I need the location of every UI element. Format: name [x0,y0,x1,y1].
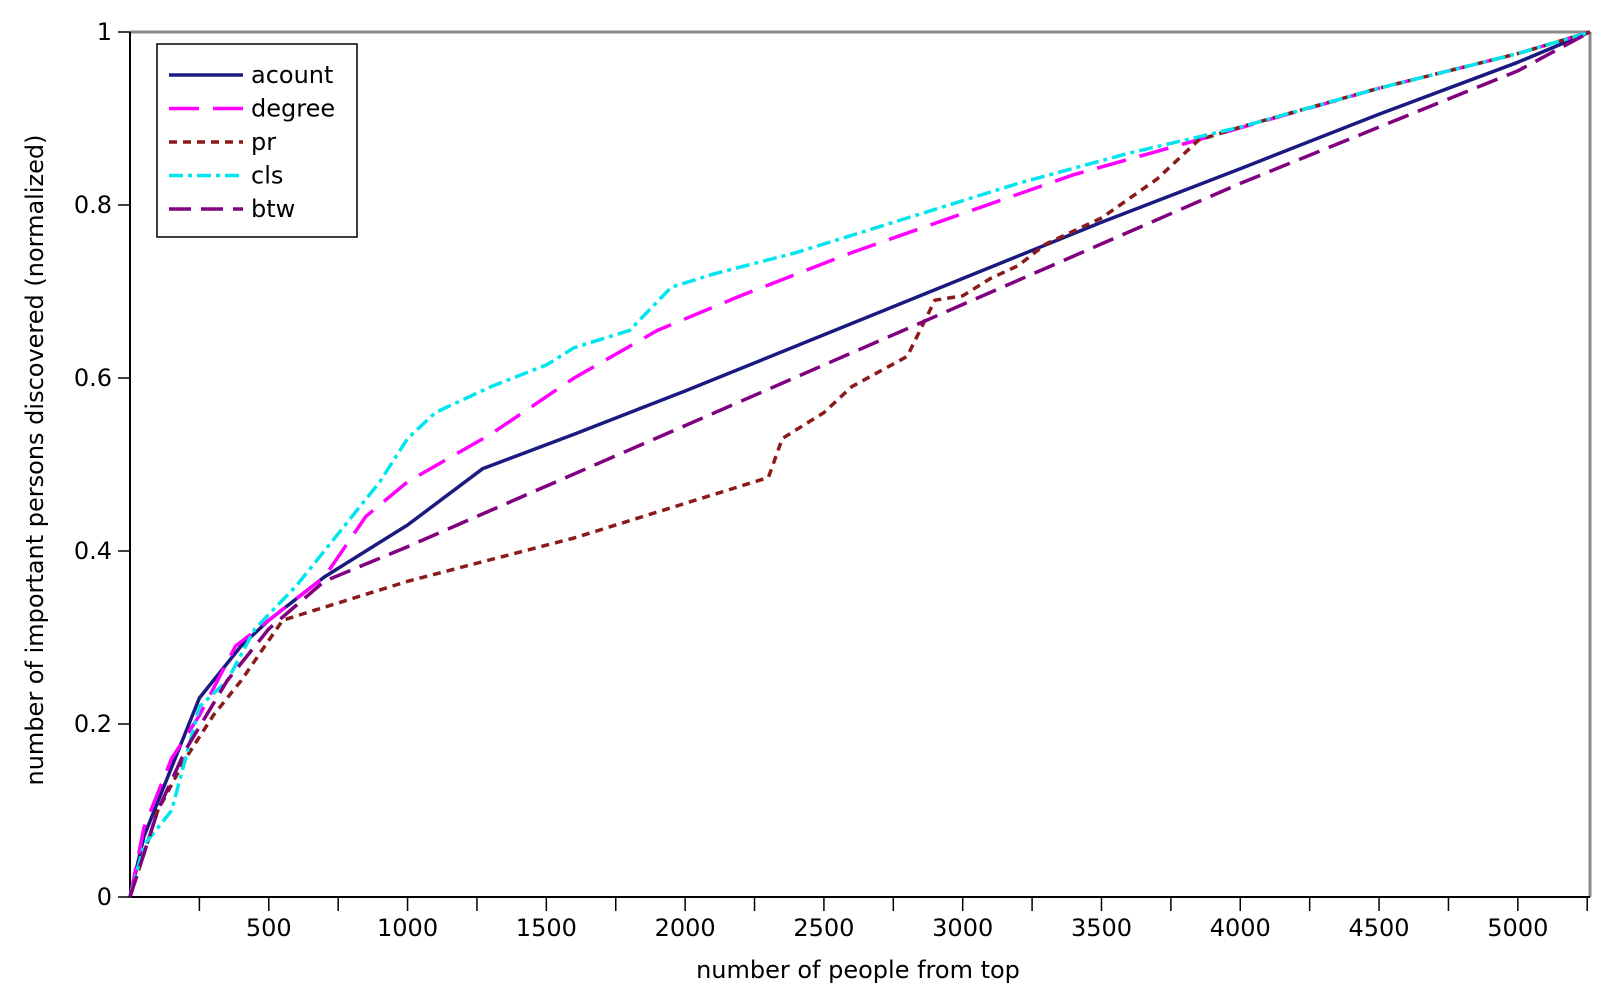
legend-label-cls: cls [251,162,283,190]
plot-area [129,30,1592,898]
y-axis-label: number of important persons discovered (… [21,135,49,786]
x-tick-label: 2500 [793,914,854,942]
series-layer [128,30,1591,898]
y-tick-label: 0.8 [74,191,112,219]
series-line-acount [128,30,1591,898]
series-line-btw [128,30,1591,898]
x-tick-label: 4000 [1210,914,1271,942]
x-axis: 500 1000 1500 2000 2500 3000 3500 4000 4500 5000 [198,897,1588,942]
x-tick-label: 5000 [1487,914,1548,942]
y-tick-label: 0.2 [74,710,112,738]
x-tick-label: 1000 [377,914,438,942]
x-axis-label: number of people from top [696,956,1020,984]
legend-label-btw: btw [251,195,295,223]
x-tick-label: 500 [246,914,292,942]
y-tick-label: 0.4 [74,537,112,565]
y-tick-label: 1 [97,18,112,46]
y-tick-label: 0.6 [74,364,112,392]
x-tick-label: 3000 [932,914,993,942]
legend: acount degree pr cls btw [156,43,358,238]
x-tick-label: 2000 [655,914,716,942]
plot-background [130,32,1590,897]
x-tick-label: 4500 [1349,914,1410,942]
x-tick-label: 3500 [1071,914,1132,942]
y-tick-label: 0 [97,883,112,911]
x-tick-label: 1500 [516,914,577,942]
legend-label-acount: acount [251,61,333,89]
series-line-pr [128,30,1591,898]
series-line-degree [128,30,1591,898]
legend-label-pr: pr [251,128,276,156]
y-axis: 0 0.2 0.4 0.6 0.8 1 [74,18,130,911]
legend-label-degree: degree [251,95,335,123]
